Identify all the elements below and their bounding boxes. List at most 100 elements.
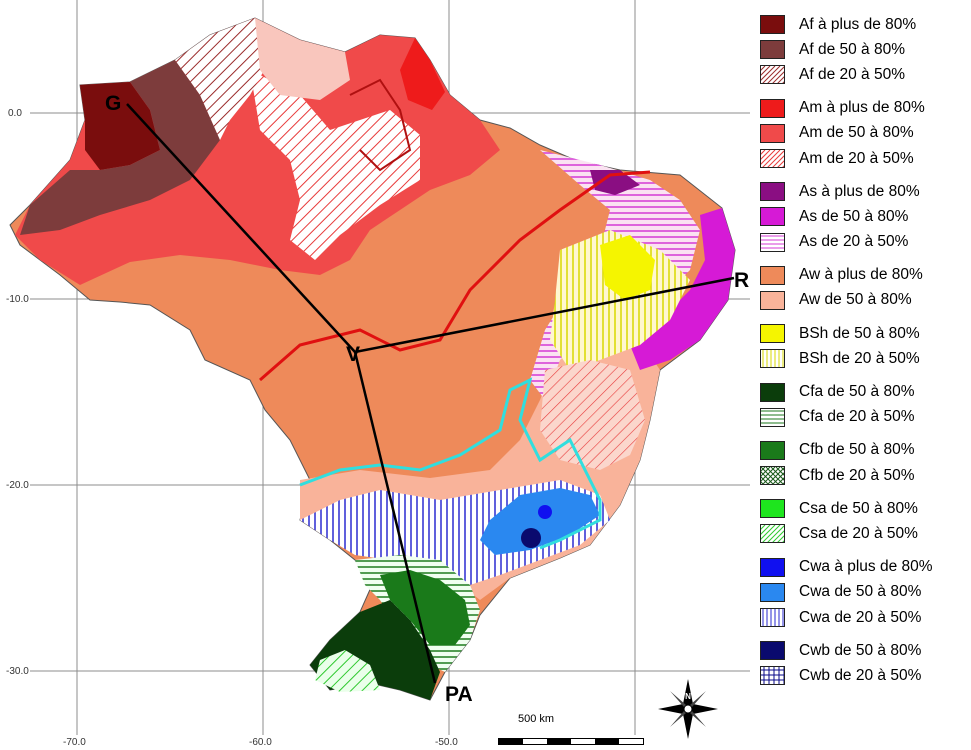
zone-bsh-50-80 [600, 235, 655, 300]
legend-label: Af à plus de 80% [799, 15, 917, 33]
legend-item: Am de 20 à 50% [760, 146, 965, 171]
legend-swatch [760, 149, 785, 169]
point-label-v: V [346, 343, 360, 366]
legend-swatch [760, 382, 785, 402]
zone-pink-hatched [540, 360, 645, 470]
isoline-red-north [349, 78, 412, 172]
legend-label: Cfb de 20 à 50% [799, 466, 915, 484]
legend-label: Cwb de 50 à 80% [799, 641, 922, 659]
zone-as-plus-80 [590, 170, 640, 195]
legend-group: Csa de 50 à 80% Csa de 20 à 50% [760, 496, 965, 546]
legend-item: Cfb de 20 à 50% [760, 463, 965, 488]
legend-item: Cfa de 20 à 50% [760, 405, 965, 430]
zone-af-hatched [175, 18, 270, 140]
legend-swatch [760, 349, 785, 369]
zone-cwb-core [521, 528, 541, 548]
legend-swatch [760, 499, 785, 519]
point-label-g: G [105, 92, 121, 115]
legend-swatch [760, 207, 785, 227]
legend-swatch [760, 232, 785, 252]
legend-swatch [760, 557, 785, 577]
zone-af-50-80 [20, 60, 220, 235]
scale-bar-graphic [498, 738, 644, 745]
legend-group: Am à plus de 80% Am de 50 à 80% Am de 20 à… [760, 96, 965, 172]
legend-item: Af à plus de 80% [760, 12, 965, 37]
legend-swatch [760, 40, 785, 60]
scale-label: 500 km [518, 713, 555, 725]
legend-item: As de 50 à 80% [760, 204, 965, 229]
legend-group: As à plus de 80% As de 50 à 80% As de 20 à… [760, 179, 965, 255]
legend-label: Aw de 50 à 80% [799, 291, 912, 309]
legend-item: Cfa de 50 à 80% [760, 379, 965, 404]
zone-csa-hatched [315, 650, 380, 692]
zone-am-light [255, 18, 350, 100]
legend-label: Cfb de 50 à 80% [799, 441, 915, 459]
lat-label-20: -20.0 [6, 480, 29, 491]
legend-item: Cwb de 50 à 80% [760, 638, 965, 663]
legend-item: Aw à plus de 80% [760, 263, 965, 288]
legend-swatch [760, 182, 785, 202]
legend-item: Am à plus de 80% [760, 96, 965, 121]
legend-label: As de 50 à 80% [799, 207, 909, 225]
legend-item: Af de 50 à 80% [760, 37, 965, 62]
legend-swatch [760, 65, 785, 85]
legend-label: Cwa de 20 à 50% [799, 608, 922, 626]
legend-label: As à plus de 80% [799, 182, 920, 200]
legend-swatch [760, 608, 785, 628]
legend-label: Am de 50 à 80% [799, 124, 914, 142]
legend-group: Aw à plus de 80% Aw de 50 à 80% [760, 263, 965, 313]
zone-cwa-core [538, 505, 552, 519]
legend-item: As de 20 à 50% [760, 230, 965, 255]
lat-label-0: 0.0 [8, 108, 22, 119]
legend-label: Am de 20 à 50% [799, 149, 914, 167]
legend-swatch [760, 466, 785, 486]
north-letter: N [685, 692, 691, 701]
point-label-pa: PA [445, 683, 473, 706]
lon-label-60: -60.0 [249, 737, 272, 748]
legend-item: Af de 20 à 50% [760, 62, 965, 87]
legend-label: As de 20 à 50% [799, 233, 909, 251]
lat-label-10: -10.0 [6, 294, 29, 305]
legend-label: Cwb de 20 à 50% [799, 666, 922, 684]
legend-swatch [760, 290, 785, 310]
legend-label: Aw à plus de 80% [799, 266, 923, 284]
legend-label: BSh de 20 à 50% [799, 349, 920, 367]
compass-rose-icon: N [658, 679, 718, 739]
zone-af-plus-80 [80, 82, 160, 170]
legend-label: Af de 20 à 50% [799, 65, 905, 83]
legend-swatch [760, 324, 785, 344]
legend-item: As à plus de 80% [760, 179, 965, 204]
isoline-cyan [299, 377, 602, 550]
legend-swatch [760, 524, 785, 544]
legend-swatch [760, 582, 785, 602]
legend-label: Af de 50 à 80% [799, 40, 905, 58]
legend-label: Cfa de 20 à 50% [799, 408, 915, 426]
legend-item: BSh de 20 à 50% [760, 346, 965, 371]
legend-group: Cfa de 50 à 80% Cfa de 20 à 50% [760, 379, 965, 429]
legend-swatch [760, 15, 785, 35]
legend-item: Cwa de 20 à 50% [760, 605, 965, 630]
legend-label: Cwa de 50 à 80% [799, 583, 922, 601]
zone-cfb-50-80 [380, 570, 470, 645]
legend-swatch [760, 123, 785, 143]
legend-swatch [760, 641, 785, 661]
legend-item: Csa de 50 à 80% [760, 496, 965, 521]
map-legend: Af à plus de 80% Af de 50 à 80% Af de 20 à… [760, 12, 965, 697]
legend-item: BSh de 50 à 80% [760, 321, 965, 346]
point-label-r: R [734, 269, 749, 292]
legend-item: Cwb de 20 à 50% [760, 663, 965, 688]
legend-swatch [760, 98, 785, 118]
legend-group: Cwb de 50 à 80% Cwb de 20 à 50% [760, 638, 965, 688]
legend-item: Cwa de 50 à 80% [760, 580, 965, 605]
legend-group: Cwa à plus de 80% Cwa de 50 à 80% Cwa de 2… [760, 555, 965, 631]
zone-am-hatched [250, 70, 420, 260]
lon-label-70: -70.0 [63, 737, 86, 748]
transect-lines [126, 103, 735, 684]
lat-label-30: -30.0 [6, 666, 29, 677]
legend-label: Csa de 20 à 50% [799, 524, 918, 542]
zone-cwa-50-80 [480, 488, 600, 555]
legend-swatch [760, 265, 785, 285]
legend-group: Af à plus de 80% Af de 50 à 80% Af de 20 à… [760, 12, 965, 88]
legend-label: Cfa de 50 à 80% [799, 383, 915, 401]
